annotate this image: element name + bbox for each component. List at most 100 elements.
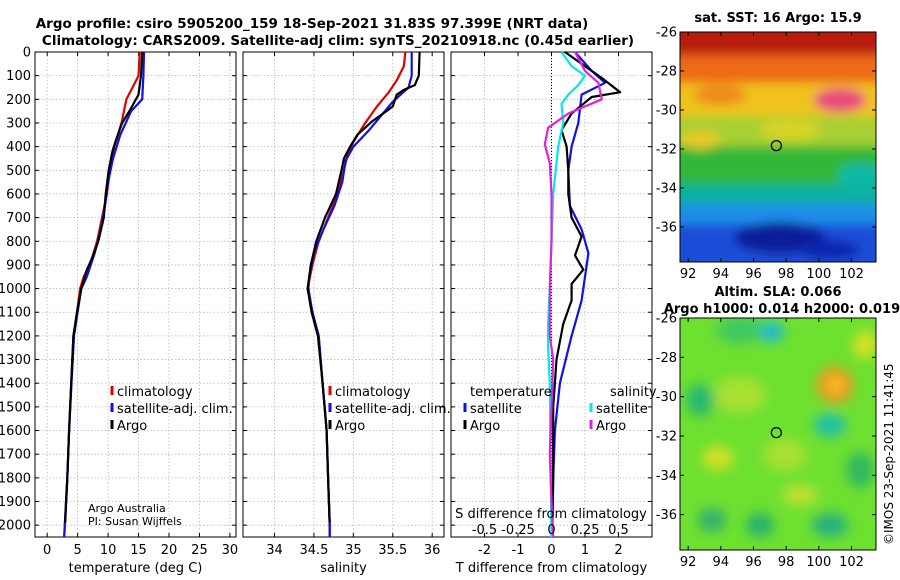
- map-x-tick-label: 96: [745, 267, 762, 282]
- series-line: [307, 52, 413, 537]
- series-line: [306, 51, 407, 537]
- x-tick-label: 2: [614, 543, 622, 558]
- y-tick-label: 1700: [0, 448, 31, 463]
- profile-panel-difference: -2 -1 0 1 2 T difference from climatology temp…: [450, 51, 657, 576]
- x-tick-label-top: 0: [547, 523, 555, 538]
- y-tick-label: 800: [6, 235, 31, 250]
- x-tick-label: 34.5: [299, 543, 328, 558]
- legend-label: climatology: [117, 385, 193, 400]
- sst-blob: [838, 163, 876, 187]
- x-tick-label: 10: [100, 543, 117, 558]
- sst-blob: [814, 88, 866, 112]
- sla-blob: [814, 413, 846, 437]
- x-tick-label: 15: [130, 543, 147, 558]
- figure-title-line2: Climatology: CARS2009. Satellite-adj cli…: [42, 33, 634, 49]
- x-tick-label: 35.5: [378, 543, 407, 558]
- x-tick-label: 5: [73, 543, 81, 558]
- map-x-tick-label: 102: [839, 267, 864, 282]
- y-tick-label: 700: [6, 211, 31, 226]
- map-y-tick-label: -34: [656, 469, 677, 484]
- x-tick-label: 36: [424, 543, 441, 558]
- y-tick-label: 1000: [0, 282, 31, 297]
- x-tick-label-top: -0.5: [472, 523, 497, 538]
- series-line: [64, 51, 144, 523]
- x-tick-label: 30: [222, 543, 239, 558]
- y-tick-label: 1200: [0, 329, 31, 344]
- legend-label: climatology: [335, 385, 411, 400]
- series-line: [63, 51, 141, 538]
- sla-argo-position-marker: [770, 426, 783, 439]
- x-tick-label: 1: [581, 543, 589, 558]
- sla-map-frame: [679, 317, 877, 551]
- legend-label: satellite: [596, 402, 648, 417]
- series-line: [63, 51, 146, 538]
- series-line: [306, 51, 421, 523]
- sst-band-cyan: [680, 204, 876, 226]
- x-tick-label-top: -0.25: [501, 523, 535, 538]
- sla-blob: [698, 508, 726, 532]
- y-tick-label: 200: [6, 93, 31, 108]
- sla-blob: [686, 384, 714, 416]
- map-x-tick-label: 92: [680, 555, 697, 570]
- profile-panel-temperature: 0 5 10 15 20 25 300100200300400500600700800900…: [0, 46, 238, 577]
- x-axis-label: temperature (deg C): [69, 561, 203, 576]
- sla-blob: [846, 452, 874, 488]
- sst-band-teal: [680, 184, 876, 206]
- series-line: [551, 51, 622, 538]
- sla-blob: [782, 485, 818, 505]
- legend-title-salinity: salinity: [610, 385, 657, 400]
- x-axis-label: salinity: [320, 561, 367, 576]
- credit-line2: PI: Susan Wijffels: [88, 515, 182, 528]
- y-tick-label: 1300: [0, 353, 31, 368]
- sla-map: Altim. SLA: 0.066 Argo h1000: 0.014 h200…: [664, 285, 900, 551]
- y-tick-label: 1100: [0, 306, 31, 321]
- map-x-tick-label: 94: [713, 555, 730, 570]
- sst-band-warm: [680, 32, 876, 57]
- x-axis-label-top: S difference from climatology: [455, 507, 647, 522]
- sla-blob: [702, 446, 734, 470]
- sst-band-orange: [680, 55, 876, 85]
- sla-blob: [714, 377, 766, 413]
- y-tick-label: 100: [6, 69, 31, 84]
- map-x-tick-label: 100: [806, 267, 831, 282]
- legend-label: satellite: [470, 402, 522, 417]
- map-y-tick-label: -28: [656, 64, 677, 79]
- y-tick-label: 300: [6, 116, 31, 131]
- legend-label: satellite-adj. clim.: [117, 402, 233, 417]
- x-tick-label: 35: [345, 543, 362, 558]
- legend-label: Argo: [596, 419, 626, 434]
- sla-blob: [760, 322, 784, 342]
- y-tick-label: 900: [6, 258, 31, 273]
- sst-map-title: sat. SST: 16 Argo: 15.9: [694, 11, 861, 26]
- map-y-tick-label: -30: [656, 103, 677, 118]
- map-x-tick-label: 96: [745, 555, 762, 570]
- series-line: [546, 51, 587, 538]
- credit-line1: Argo Australia: [88, 502, 166, 515]
- sla-blob: [763, 439, 807, 471]
- sla-blob: [812, 513, 848, 537]
- sla-blob: [853, 331, 876, 359]
- series-line: [543, 51, 603, 538]
- y-tick-label: 1800: [0, 471, 31, 486]
- map-x-tick-label: 98: [778, 267, 795, 282]
- map-x-tick-label: 94: [713, 267, 730, 282]
- legend-label: Argo: [335, 419, 365, 434]
- map-y-tick-label: -26: [656, 312, 677, 327]
- legend-label: Argo: [470, 419, 500, 434]
- y-tick-label: 500: [6, 164, 31, 179]
- map-y-tick-label: -26: [656, 26, 677, 41]
- sst-blob: [800, 240, 860, 260]
- map-y-tick-label: -32: [656, 142, 677, 157]
- map-y-tick-label: -36: [656, 508, 677, 523]
- map-y-tick-label: -28: [656, 351, 677, 366]
- y-tick-label: 1900: [0, 495, 31, 510]
- y-tick-label: 0: [23, 46, 31, 61]
- sst-map: sat. SST: 16 Argo: 15.9: [679, 11, 877, 263]
- figure-title-line1: Argo profile: csiro 5905200_159 18-Sep-2…: [36, 16, 589, 32]
- legend-label: Argo: [117, 419, 147, 434]
- y-tick-label: 2000: [0, 519, 31, 534]
- map-x-tick-label: 98: [778, 555, 795, 570]
- sst-blob: [760, 120, 820, 140]
- x-tick-label: -1: [512, 543, 525, 558]
- sla-blob: [826, 376, 844, 394]
